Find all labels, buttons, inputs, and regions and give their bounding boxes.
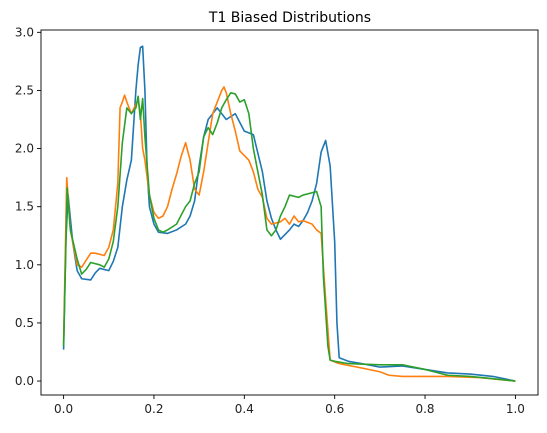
axis-ticks: 0.0 0.2 0.4 0.6 0.8 1.0 0.0 0.5 1.0 1.5 2.0 2.5 3.0 [15,25,525,416]
y-tick-label: 1.0 [15,258,34,272]
plot-area [62,45,516,382]
x-tick-label: 0.8 [415,402,434,416]
y-tick-label: 1.5 [15,200,34,214]
y-tick-label: 2.5 [15,83,34,97]
axes-frame [40,29,539,396]
series-line-1 [62,45,516,382]
y-tick-label: 0.0 [15,374,34,388]
x-tick-label: 0.6 [325,402,344,416]
x-tick-label: 0.2 [144,402,163,416]
x-tick-label: 0.4 [235,402,254,416]
series-line-2 [62,86,516,382]
y-tick-label: 0.5 [15,316,34,330]
series-line-3 [62,91,516,382]
y-tick-label: 3.0 [15,25,34,39]
chart-title: T1 Biased Distributions [208,10,371,26]
x-tick-label: 1.0 [506,402,525,416]
y-tick-label: 2.0 [15,142,34,156]
x-tick-label: 0.0 [54,402,73,416]
